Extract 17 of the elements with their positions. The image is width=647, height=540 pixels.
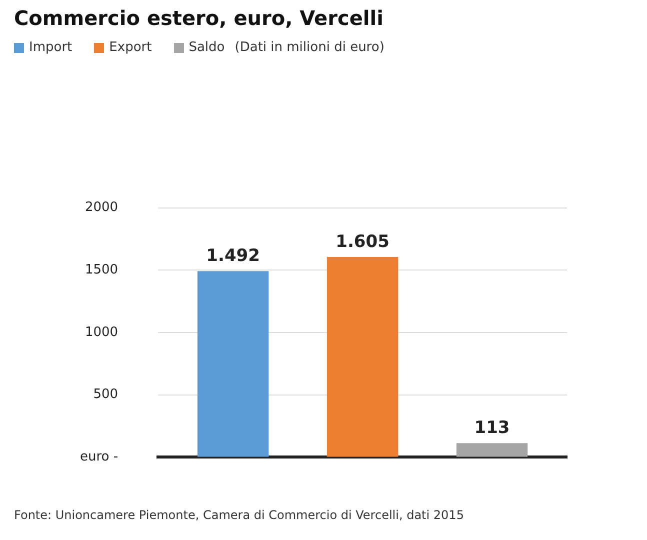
data-label: 1.492 — [206, 246, 260, 266]
bar — [326, 257, 398, 457]
legend-label: Import — [29, 40, 72, 55]
y-tick-label: euro - — [80, 450, 118, 465]
bar — [456, 443, 528, 457]
source-note: Fonte: Unioncamere Piemonte, Camera di Commercio di Vercelli, dati 2015 — [14, 508, 464, 522]
data-label: 113 — [474, 418, 510, 438]
legend-label: Export — [109, 40, 152, 55]
data-label: 1.605 — [336, 232, 390, 252]
chart-subtitle: (Dati in milioni di euro) — [234, 40, 384, 55]
legend-label: Saldo — [188, 40, 225, 55]
bar — [197, 271, 269, 457]
y-tick-label: 500 — [93, 387, 118, 402]
y-tick-label: 1500 — [84, 262, 118, 278]
chart-title: Commercio estero, euro, Vercelli — [14, 6, 384, 30]
y-tick-label: 2000 — [84, 200, 118, 216]
y-tick-label: 1000 — [84, 324, 118, 340]
